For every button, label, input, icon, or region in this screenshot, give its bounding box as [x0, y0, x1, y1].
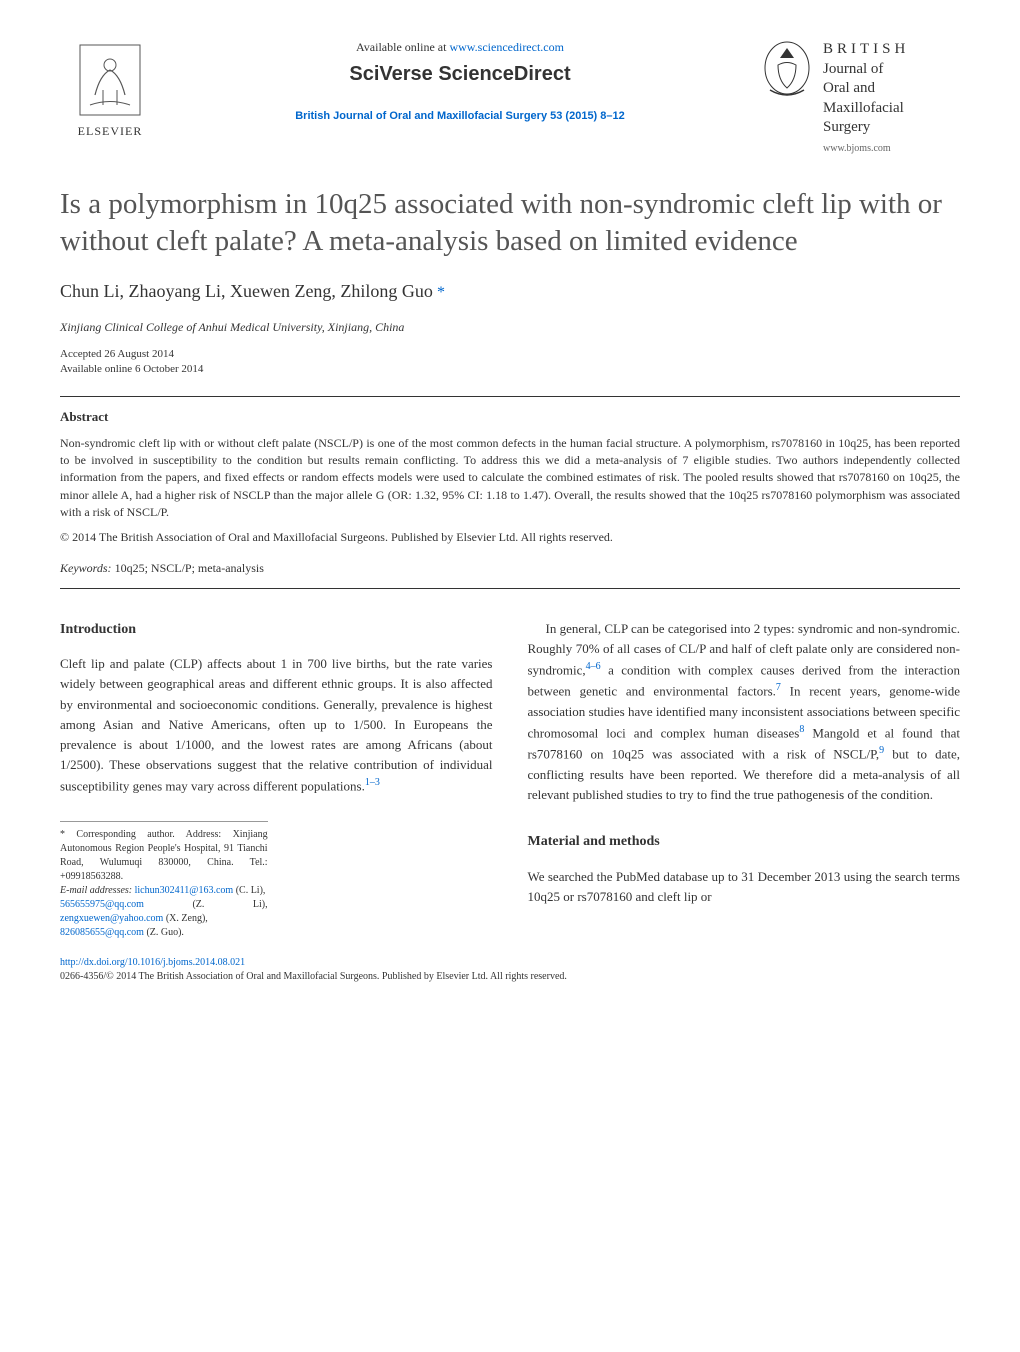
available-online-line: Available online at www.sciencedirect.co… — [180, 40, 740, 55]
journal-name: BRITISH Journal of Oral and Maxillofacia… — [823, 40, 909, 156]
left-column: Introduction Cleft lip and palate (CLP) … — [60, 619, 493, 940]
email-3[interactable]: zengxuewen@yahoo.com — [60, 913, 163, 924]
accepted-date: Accepted 26 August 2014 — [60, 347, 960, 362]
keywords-values: 10q25; NSCL/P; meta-analysis — [112, 561, 264, 575]
methods-heading: Material and methods — [528, 831, 961, 853]
page-footer: http://dx.doi.org/10.1016/j.bjoms.2014.0… — [60, 956, 960, 984]
platform-name: SciVerse ScienceDirect — [180, 63, 740, 86]
sciencedirect-link[interactable]: www.sciencedirect.com — [449, 40, 564, 54]
journal-word-5: Surgery — [823, 118, 909, 138]
article-dates: Accepted 26 August 2014 Available online… — [60, 347, 960, 378]
available-prefix: Available online at — [356, 40, 449, 54]
journal-word-1: BRITISH — [823, 40, 909, 60]
intro-paragraph-1: Cleft lip and palate (CLP) affects about… — [60, 654, 493, 796]
author-line: Chun Li, Zhaoyang Li, Xuewen Zeng, Zhilo… — [60, 281, 960, 302]
publisher-block: ELSEVIER — [60, 40, 160, 139]
emails-line-3: 826085655@qq.com (Z. Guo). — [60, 926, 268, 940]
corresponding-asterisk: * — [433, 284, 445, 301]
keywords-line: Keywords: 10q25; NSCL/P; meta-analysis — [60, 561, 960, 576]
emails-line: E-mail addresses: lichun302411@163.com (… — [60, 884, 268, 898]
email-4[interactable]: 826085655@qq.com — [60, 927, 144, 938]
publisher-name: ELSEVIER — [78, 124, 143, 139]
doi-link[interactable]: http://dx.doi.org/10.1016/j.bjoms.2014.0… — [60, 957, 245, 968]
journal-crest-icon — [760, 40, 815, 105]
author-names: Chun Li, Zhaoyang Li, Xuewen Zeng, Zhilo… — [60, 281, 433, 301]
abstract-copyright: © 2014 The British Association of Oral a… — [60, 530, 960, 545]
ref-4-6[interactable]: 4–6 — [586, 661, 601, 672]
center-header: Available online at www.sciencedirect.co… — [160, 40, 760, 122]
abstract-heading: Abstract — [60, 409, 960, 425]
journal-block: BRITISH Journal of Oral and Maxillofacia… — [760, 40, 960, 156]
article-title: Is a polymorphism in 10q25 associated wi… — [60, 186, 960, 261]
corresponding-footnote: * Corresponding author. Address: Xinjian… — [60, 828, 268, 884]
available-date: Available online 6 October 2014 — [60, 362, 960, 377]
journal-citation: British Journal of Oral and Maxillofacia… — [180, 110, 740, 122]
divider-top — [60, 396, 960, 397]
email-1-who: (C. Li), — [233, 885, 265, 896]
emails-line-2: 565655975@qq.com (Z. Li), zengxuewen@yah… — [60, 898, 268, 926]
intro-p1-text: Cleft lip and palate (CLP) affects about… — [60, 656, 493, 793]
intro-paragraph-2: In general, CLP can be categorised into … — [528, 619, 961, 806]
divider-bottom — [60, 588, 960, 589]
emails-label: E-mail addresses: — [60, 885, 135, 896]
methods-paragraph-1: We searched the PubMed database up to 31… — [528, 867, 961, 907]
right-column: In general, CLP can be categorised into … — [528, 619, 961, 940]
body-columns: Introduction Cleft lip and palate (CLP) … — [60, 619, 960, 940]
journal-url[interactable]: www.bjoms.com — [823, 143, 891, 154]
elsevier-logo — [75, 40, 145, 120]
issn-copyright: 0266-4356/© 2014 The British Association… — [60, 970, 960, 984]
affiliation: Xinjiang Clinical College of Anhui Medic… — [60, 320, 960, 335]
email-1[interactable]: lichun302411@163.com — [135, 885, 234, 896]
ref-1-3[interactable]: 1–3 — [365, 777, 380, 788]
email-3-who: (X. Zeng), — [163, 913, 207, 924]
journal-word-2: Journal of — [823, 60, 909, 80]
email-2[interactable]: 565655975@qq.com — [60, 899, 144, 910]
keywords-label: Keywords: — [60, 561, 112, 575]
introduction-heading: Introduction — [60, 619, 493, 641]
email-4-who: (Z. Guo). — [144, 927, 184, 938]
journal-header: ELSEVIER Available online at www.science… — [60, 40, 960, 156]
journal-word-4: Maxillofacial — [823, 99, 909, 119]
email-2-who: (Z. Li), — [144, 899, 268, 910]
journal-word-3: Oral and — [823, 79, 909, 99]
abstract-text: Non-syndromic cleft lip with or without … — [60, 435, 960, 522]
footnotes: * Corresponding author. Address: Xinjian… — [60, 821, 268, 940]
